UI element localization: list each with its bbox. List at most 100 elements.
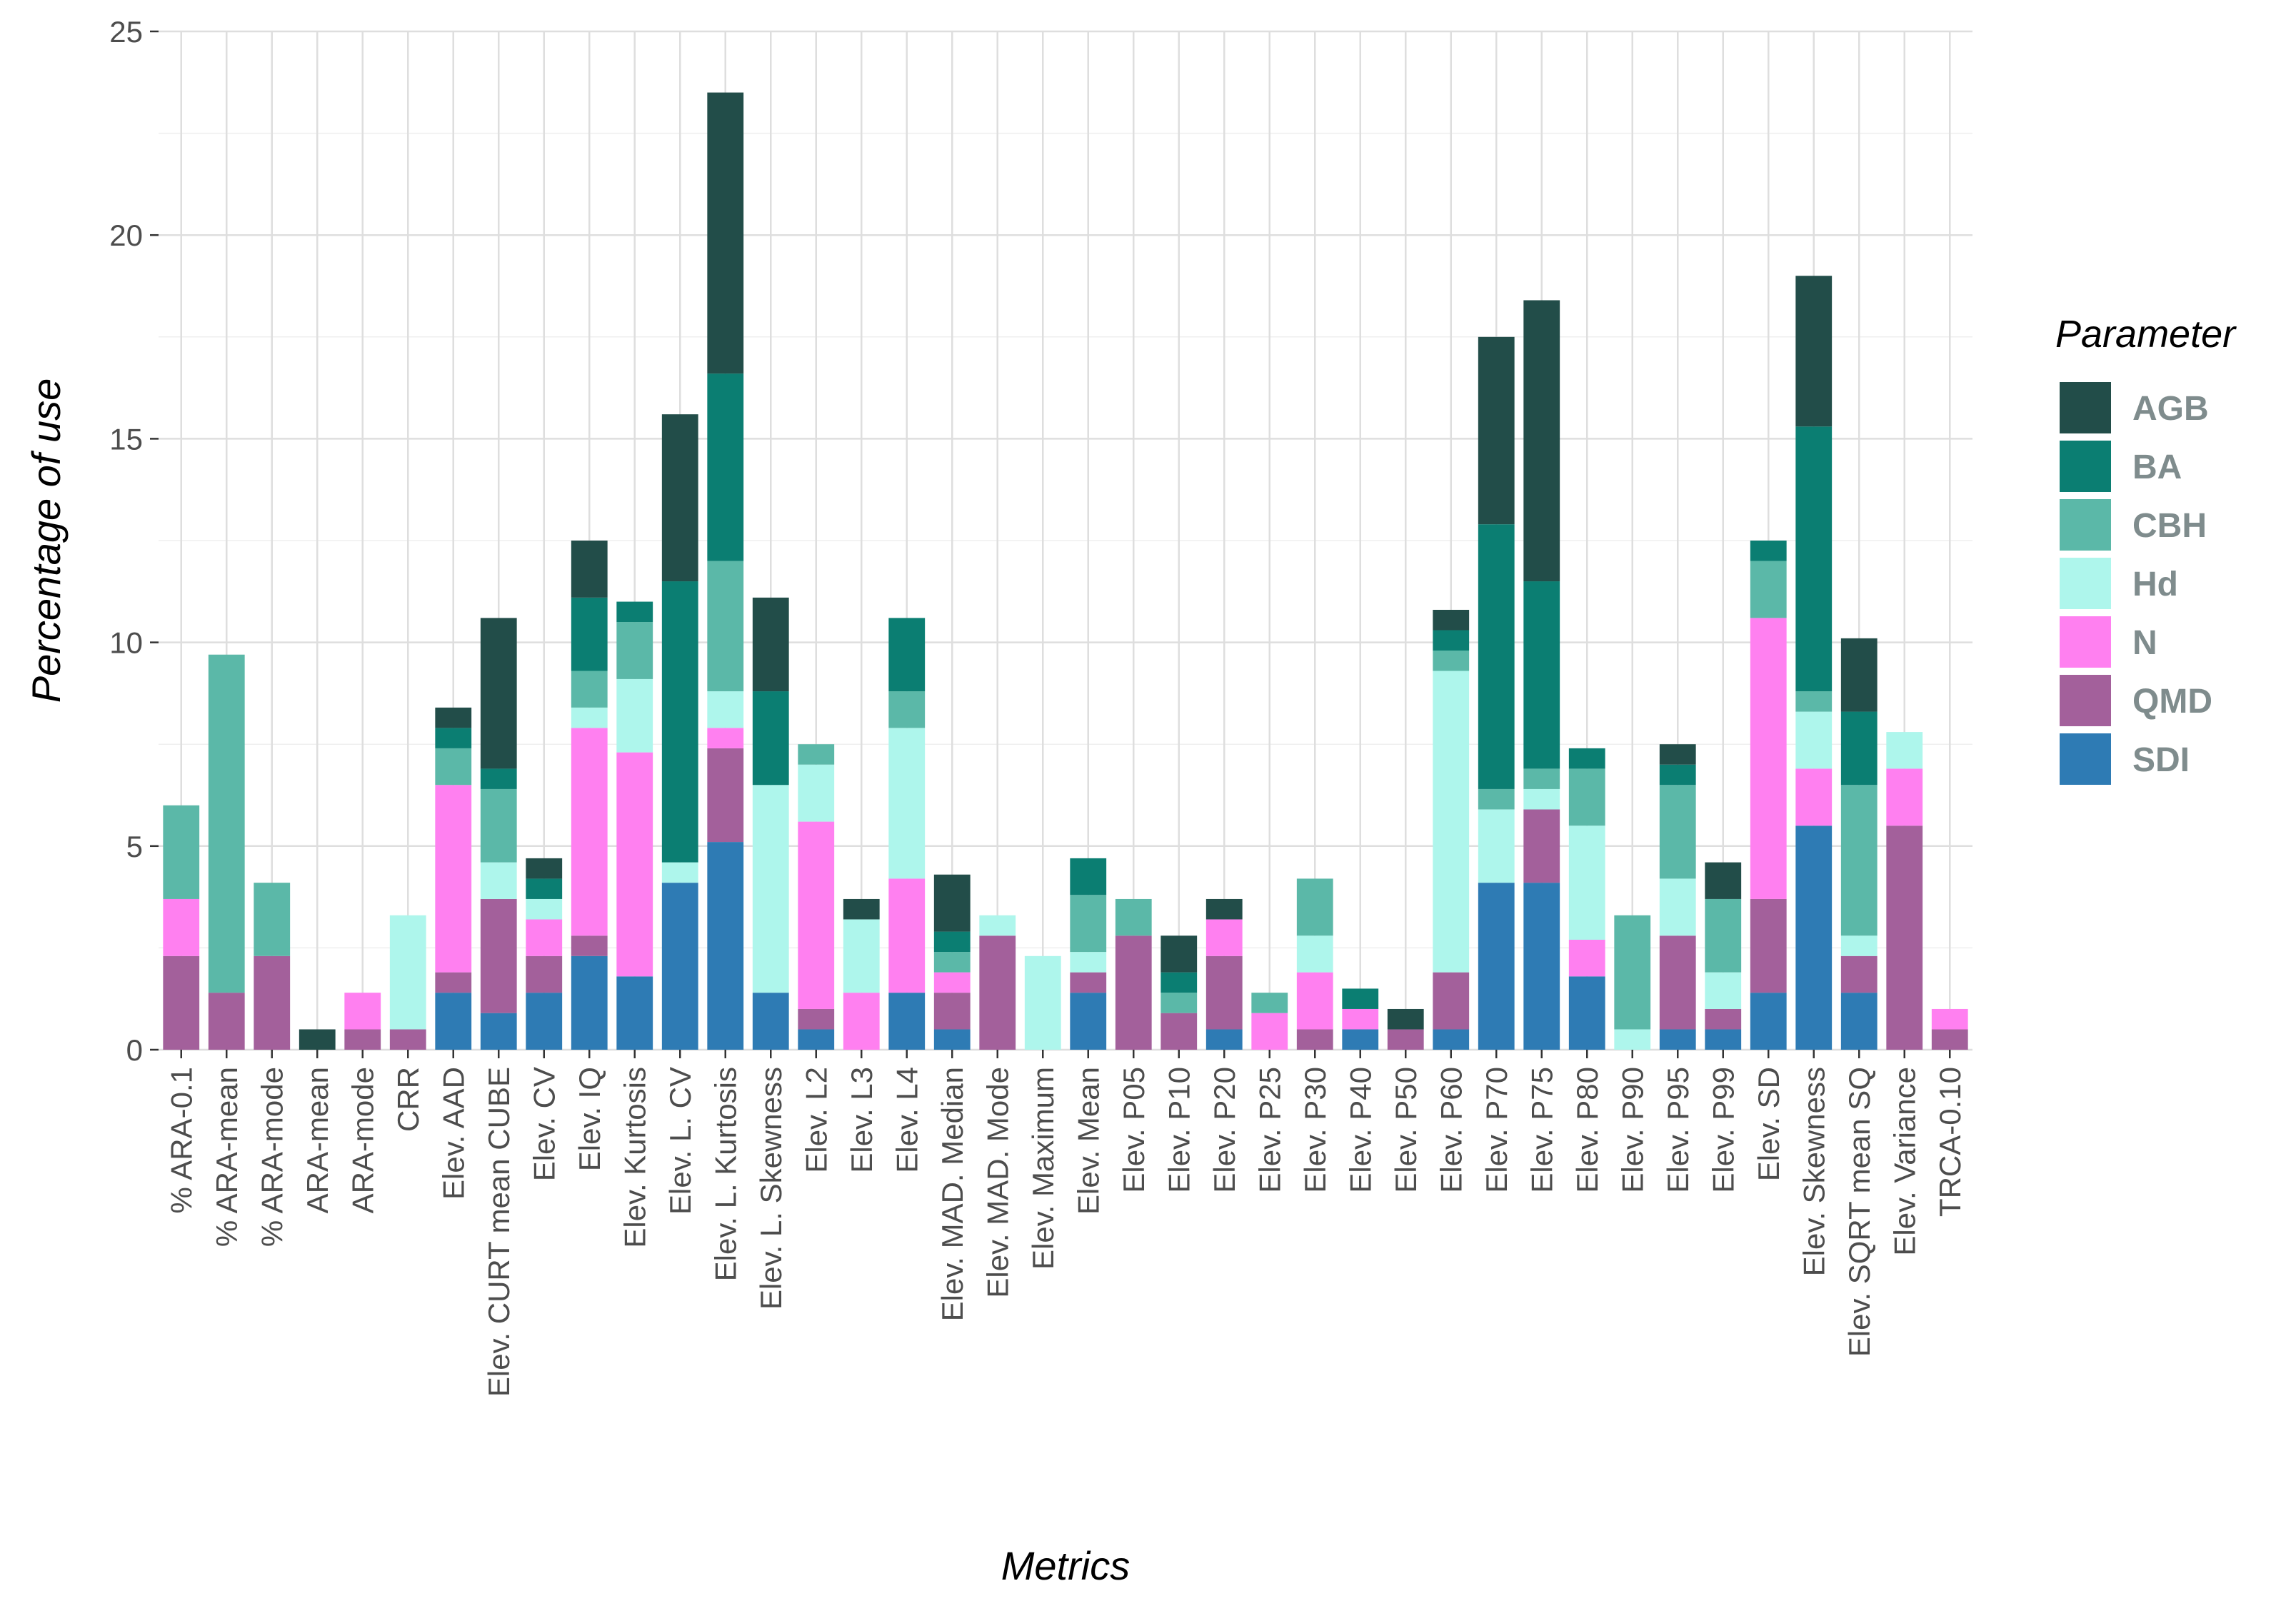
bar-elev-sd-cbh [1750,561,1787,618]
bar-elev-sqrt-mean-sq-hd [1840,935,1878,956]
bar-elev-variance-n [1886,768,1923,826]
bar-elev-p50-qmd [1387,1029,1424,1050]
bar-elev-l3-agb [843,898,880,920]
bar-elev-p75-qmd [1523,809,1560,883]
bar-elev-curt-mean-cube-qmd [480,898,517,1013]
x-tick-label: Elev. P75 [1525,1067,1558,1193]
x-tick-label: Elev. IQ [573,1067,606,1171]
bar-elev-p05-qmd [1115,935,1152,1050]
bar-ara-0-1-qmd [163,955,200,1050]
x-tick-label: Elev. Mean [1071,1067,1105,1215]
bar-elev-p40-sdi [1342,1029,1379,1050]
x-tick-label: Elev. P30 [1298,1067,1332,1193]
bar-elev-sqrt-mean-sq-agb [1840,638,1878,712]
x-tick-label: Elev. P05 [1117,1067,1150,1193]
bar-elev-sqrt-mean-sq-sdi [1840,993,1878,1050]
bar-elev-l2-n [798,821,835,1009]
x-tick-label: Elev. P99 [1706,1067,1740,1193]
bar-elev-p70-cbh [1478,788,1515,810]
bar-elev-p70-hd [1478,809,1515,883]
bar-elev-l4-sdi [888,993,926,1050]
bar-ara-mean-agb [299,1029,336,1050]
bar-elev-kurtosis-ba [616,601,653,623]
bar-elev-sd-sdi [1750,993,1787,1050]
bar-elev-l2-qmd [798,1008,835,1030]
bar-elev-p90-cbh [1614,915,1651,1030]
bar-elev-p10-ba [1160,972,1198,993]
bar-elev-cv-sdi [526,993,563,1050]
legend-label-cbh: CBH [2132,507,2207,545]
bar-elev-p40-ba [1342,988,1379,1009]
bar-elev-curt-mean-cube-cbh [480,788,517,863]
y-tick-label: 20 [109,219,143,252]
legend-swatch-hd [2060,558,2111,609]
bar-elev-kurtosis-cbh [616,622,653,679]
bar-elev-l2-hd [798,764,835,822]
x-tick-label: Elev. L. CV [663,1067,697,1215]
bar-elev-p75-hd [1523,788,1560,810]
bar-elev-mean-cbh [1070,895,1107,953]
bar-elev-curt-mean-cube-ba [480,768,517,789]
bar-ara-0-1-cbh [163,805,200,899]
bar-elev-p75-sdi [1523,883,1560,1050]
bar-elev-l-skewness-agb [752,597,789,692]
bar-elev-skewness-agb [1795,276,1833,427]
bar-elev-aad-ba [435,728,472,748]
x-tick-label: TRCA-0.10 [1933,1067,1967,1217]
bar-elev-p80-hd [1568,825,1605,940]
bar-elev-l3-n [843,993,880,1050]
bar-elev-l-cv-sdi [661,883,698,1050]
bar-elev-iq-sdi [571,955,608,1050]
x-tick-label: % ARA-0.1 [164,1067,198,1213]
bar-elev-p25-n [1251,1013,1288,1050]
bar-elev-mad-median-qmd [933,993,971,1030]
bar-elev-maximum-hd [1024,955,1061,1050]
bar-elev-l-kurtosis-agb [707,92,744,374]
bar-elev-p99-cbh [1705,898,1742,973]
grid [159,30,1972,1051]
x-axis-title: Metrics [1001,1543,1130,1588]
bar-elev-l4-cbh [888,691,926,728]
x-tick-label: Elev. Variance [1888,1067,1921,1256]
bar-elev-mad-mode-hd [979,915,1016,936]
x-tick-label: Elev. Maximum [1026,1067,1060,1270]
x-tick-label: ARA-mean [301,1067,334,1213]
bar-elev-aad-agb [435,707,472,728]
bar-elev-p40-n [1342,1008,1379,1030]
x-tick-label: Elev. P90 [1615,1067,1649,1193]
bar-elev-p10-qmd [1160,1013,1198,1050]
bar-elev-l-skewness-hd [752,785,789,993]
bar-elev-mad-median-n [933,972,971,993]
bar-elev-skewness-ba [1795,426,1833,692]
bar-elev-p10-agb [1160,935,1198,973]
x-tick-label: Elev. CV [527,1067,561,1181]
bar-elev-p20-qmd [1205,955,1243,1030]
bar-elev-p99-agb [1705,862,1742,899]
y-tick-label: 25 [109,15,143,49]
bar-elev-p80-ba [1568,748,1605,769]
y-tick-label: 0 [126,1033,143,1067]
bar-elev-l-skewness-ba [752,691,789,786]
bar-elev-l-kurtosis-qmd [707,748,744,843]
bars [163,92,1968,1050]
bar-trca-0-10-qmd [1931,1029,1968,1050]
bar-elev-p70-agb [1478,336,1515,525]
bar-elev-mad-median-sdi [933,1029,971,1050]
bar-elev-p75-cbh [1523,768,1560,789]
x-tick-label: Elev. P20 [1208,1067,1241,1193]
bar-elev-mean-hd [1070,952,1107,973]
bar-elev-p95-qmd [1659,935,1696,1030]
x-tick-label: Elev. L2 [799,1067,833,1173]
bar-ara-mode-n [344,993,381,1030]
legend: Parameter AGB BA CBH Hd N QMD SDI [2055,313,2237,785]
legend-swatch-agb [2060,382,2111,433]
bar-elev-kurtosis-hd [616,678,653,753]
legend-label-ba: BA [2132,448,2182,486]
bar-elev-p99-hd [1705,972,1742,1009]
bar-elev-iq-hd [571,707,608,728]
bar-elev-mad-mode-qmd [979,935,1016,1050]
x-tick-label: Elev. CURT mean CUBE [482,1067,516,1397]
bar-elev-sd-ba [1750,541,1787,561]
legend-swatch-n [2060,616,2111,668]
x-tick-label: Elev. P70 [1480,1067,1513,1193]
